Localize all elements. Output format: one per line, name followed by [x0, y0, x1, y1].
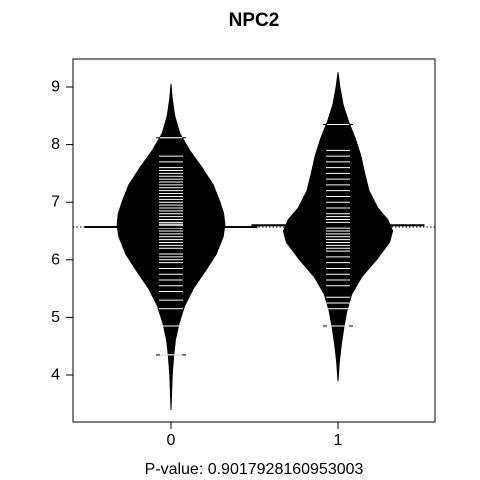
y-tick-label-4: 4	[51, 367, 60, 384]
y-axis: 4 5 6 7 8 9	[51, 79, 73, 384]
beans-layer	[73, 72, 435, 411]
y-tick-label-9: 9	[51, 79, 60, 96]
x-tick-label-0: 0	[167, 432, 176, 449]
y-tick-label-5: 5	[51, 309, 60, 326]
x-tick-label-1: 1	[334, 432, 343, 449]
y-tick-label-8: 8	[51, 136, 60, 153]
chart-title: NPC2	[229, 10, 280, 31]
plot-frame	[72, 58, 436, 423]
bean-density-1	[282, 72, 394, 382]
y-tick-label-7: 7	[51, 194, 60, 211]
y-tick-label-6: 6	[51, 251, 60, 268]
bean-density-0	[116, 83, 226, 411]
x-axis-label: P-value: 0.9017928160953003	[145, 461, 364, 478]
